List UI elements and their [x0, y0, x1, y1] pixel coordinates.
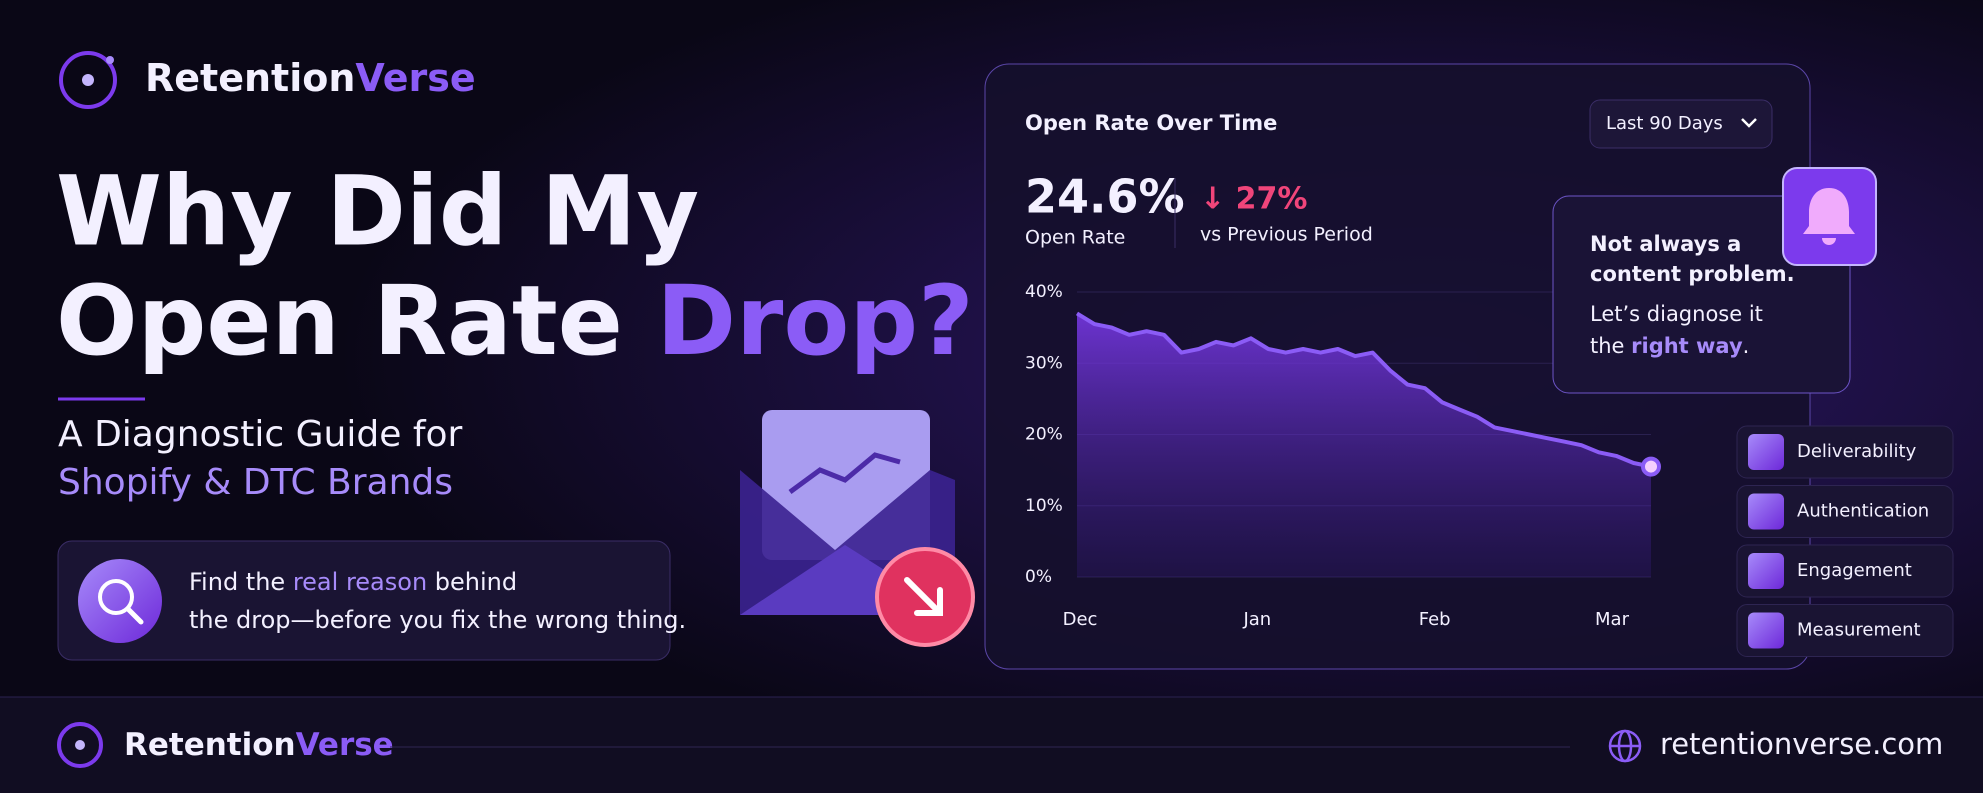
card-title: Open Rate Over Time [1025, 111, 1277, 135]
factor-pill [1736, 604, 1954, 657]
info-text: Find the real reason behind [189, 568, 517, 596]
x-tick-label: Mar [1595, 609, 1630, 630]
callout-text: Let’s diagnose it [1590, 302, 1763, 326]
envelope-illustration [740, 410, 975, 647]
factor-pill [1736, 544, 1954, 598]
metric-value: 24.6% [1025, 170, 1185, 224]
info-box [57, 540, 671, 661]
x-tick-label: Dec [1063, 609, 1098, 630]
subtitle: A Diagnostic Guide for [58, 414, 463, 455]
info-part: Find the [189, 568, 293, 596]
callout-box [1552, 195, 1851, 394]
dropdown-arrow [1741, 118, 1757, 128]
y-tick-label: 0% [1025, 567, 1052, 587]
brand-part: Verse [296, 727, 394, 763]
metric-label: Open Rate [1025, 227, 1125, 249]
headline: Why Did My [56, 155, 699, 267]
website: retentionverse.com [1660, 727, 1943, 761]
search-icon [98, 579, 134, 615]
headline-part: Drop? [656, 265, 973, 377]
y-tick-label: 10% [1025, 496, 1063, 516]
logo [59, 51, 117, 109]
factor-label: Deliverability [1797, 441, 1917, 462]
factor-pill [1736, 485, 1954, 538]
callout-text: content problem. [1590, 262, 1795, 286]
area [1077, 313, 1651, 577]
brand-part: Retention [124, 727, 296, 763]
info-part: behind [427, 568, 517, 596]
search-icon [125, 606, 144, 625]
factor-pill [1736, 425, 1954, 479]
callout-part: the [1590, 334, 1631, 358]
factor-icon [1748, 612, 1784, 649]
change-label: vs Previous Period [1200, 224, 1373, 246]
x-tick-label: Jan [1242, 609, 1271, 630]
dropdown-label: Last 90 Days [1606, 113, 1723, 134]
factor-icon [1748, 434, 1784, 470]
end-point [1641, 456, 1661, 477]
y-tick-label: 30% [1025, 353, 1063, 373]
footer-logo [57, 722, 103, 768]
factor-label: Measurement [1797, 620, 1921, 641]
x-tick-label: Feb [1419, 609, 1451, 630]
brand-name: RetentionVerse [145, 56, 476, 100]
factor-icon [1748, 553, 1784, 589]
callout-part: right way [1631, 334, 1743, 358]
factor-icon [1748, 493, 1784, 530]
brand-part: Verse [355, 56, 475, 100]
info-text: the drop—before you fix the wrong thing. [189, 606, 686, 634]
callout-text: Not always a [1590, 232, 1741, 256]
search-icon [78, 559, 162, 643]
callout-part: . [1743, 334, 1750, 358]
change-value: ↓ 27% [1200, 182, 1307, 217]
footer-logo [75, 740, 85, 750]
subtitle: Shopify & DTC Brands [58, 462, 453, 503]
headline: Open Rate Drop? [56, 265, 974, 377]
globe-icon [1608, 729, 1642, 763]
footer [0, 697, 1983, 793]
factor-label: Engagement [1797, 560, 1912, 581]
callout-text: the right way. [1590, 334, 1749, 358]
brand-part: Retention [145, 56, 355, 100]
bell-icon [1803, 188, 1855, 245]
factor-label: Authentication [1797, 501, 1929, 522]
y-tick-label: 20% [1025, 425, 1063, 445]
footer-brand: RetentionVerse [124, 727, 394, 763]
info-part: real reason [293, 568, 427, 596]
dropdown[interactable] [1589, 99, 1773, 149]
headline-part: Open Rate [56, 265, 656, 377]
y-tick-label: 40% [1025, 282, 1063, 302]
line [1075, 311, 1652, 469]
